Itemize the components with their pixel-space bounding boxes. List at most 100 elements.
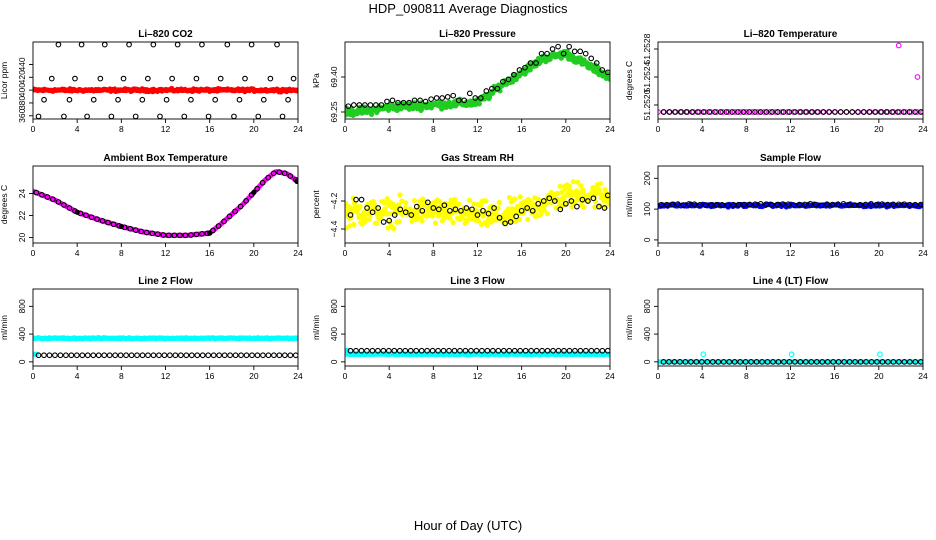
- x-tick-label: 0: [343, 248, 348, 258]
- data-point-average: [182, 232, 189, 239]
- data-point-raw: [391, 225, 397, 232]
- data-point-average: [94, 216, 100, 222]
- data-point-average: [276, 352, 283, 359]
- data-point-average: [61, 113, 67, 119]
- data-point-average: [863, 358, 869, 365]
- chart-panel-3: Li–820 Temperature degrees C 0 4 8 12 16 20 24 51…: [624, 29, 928, 134]
- chart-panel-6: Sample Flow ml/min 0 4 8 12 16 20 24 0 100 200: [624, 153, 928, 258]
- x-tick-label: 4: [700, 248, 705, 258]
- data-point-average: [818, 202, 825, 209]
- data-point-average: [770, 358, 776, 365]
- data-point-average: [210, 227, 216, 234]
- data-point-average: [231, 113, 237, 119]
- data-point-average: [157, 113, 163, 119]
- x-tick-label: 16: [830, 371, 840, 381]
- data-point-average: [215, 223, 222, 229]
- chart-panel-5: Gas Stream RH percent 0 4 8 12 16 20 24 −4.4 −4.2: [311, 153, 615, 258]
- data-point-average: [601, 205, 608, 211]
- data-point-average: [210, 352, 217, 359]
- data-point-average: [358, 347, 365, 354]
- data-point-average: [144, 75, 151, 82]
- data-point-average: [557, 206, 564, 213]
- data-point-raw: [509, 79, 516, 85]
- x-tick-label: 0: [31, 371, 36, 381]
- data-point-average: [260, 352, 266, 359]
- data-point-raw: [908, 109, 915, 115]
- data-point-average: [163, 96, 170, 103]
- data-point-average: [885, 358, 891, 365]
- data-point-average: [347, 347, 354, 354]
- data-point-raw: [397, 192, 403, 198]
- data-point-average: [391, 212, 398, 218]
- data-point-average: [730, 201, 736, 208]
- x-tick-label: 24: [918, 371, 928, 381]
- chart-title: Gas Stream RH: [441, 153, 514, 164]
- data-point-average: [72, 75, 78, 82]
- data-point-average: [807, 200, 814, 207]
- data-point-average: [912, 109, 918, 115]
- y-axis-label: kPa: [311, 73, 321, 88]
- data-point-average: [375, 347, 381, 354]
- data-point-average: [529, 207, 536, 214]
- x-tick-label: 8: [744, 248, 749, 258]
- data-point-raw: [784, 109, 791, 115]
- data-point-raw: [517, 194, 523, 200]
- x-tick-label: 16: [517, 248, 527, 258]
- data-point-average: [808, 358, 815, 365]
- data-point-raw: [351, 221, 357, 228]
- data-point-average: [101, 42, 108, 48]
- data-point-average: [577, 347, 584, 354]
- data-point-raw: [714, 109, 720, 115]
- x-tick-label: 0: [656, 371, 661, 381]
- x-tick-label: 16: [517, 371, 527, 381]
- data-point-average: [232, 208, 238, 215]
- data-point-average: [568, 198, 575, 204]
- data-point-average: [411, 97, 418, 104]
- data-point-raw: [920, 109, 923, 115]
- data-point-average: [345, 103, 352, 110]
- data-point-average: [188, 96, 194, 103]
- data-point-raw: [411, 197, 418, 204]
- data-point-raw: [374, 220, 380, 227]
- data-point-average: [391, 347, 398, 354]
- x-tick-label: 20: [874, 124, 884, 134]
- data-point-average: [669, 201, 676, 208]
- y-tick-label: 100: [642, 202, 652, 216]
- data-point-raw: [557, 183, 563, 189]
- x-tick-label: 12: [473, 248, 483, 258]
- data-point-average: [369, 209, 376, 216]
- data-point-average: [566, 347, 573, 354]
- data-point-average: [188, 232, 194, 238]
- data-point-average: [813, 201, 819, 208]
- data-point-average: [868, 358, 875, 365]
- data-point-average: [502, 220, 508, 227]
- data-point-average: [154, 231, 161, 237]
- chart-title: Ambient Box Temperature: [103, 153, 228, 164]
- data-point-average: [165, 232, 172, 239]
- data-point-average: [843, 109, 850, 115]
- data-point-average: [917, 109, 923, 115]
- data-point-average: [704, 358, 711, 365]
- data-point-average: [677, 358, 683, 365]
- data-point-average: [742, 358, 749, 365]
- y-tick-label: −4.4: [329, 220, 339, 237]
- data-points: [33, 169, 298, 239]
- data-point-average: [489, 85, 495, 92]
- x-tick-label: 24: [605, 124, 615, 134]
- data-point-average: [117, 352, 124, 359]
- data-point-average: [737, 358, 744, 365]
- data-point-average: [265, 174, 272, 181]
- data-point-average: [496, 214, 503, 221]
- data-point-average: [697, 201, 703, 208]
- x-tick-label: 24: [293, 248, 303, 258]
- data-point-average: [126, 42, 132, 48]
- data-points: [345, 43, 610, 119]
- data-point-average: [700, 109, 707, 115]
- data-point-raw: [580, 189, 587, 195]
- data-point-average: [407, 347, 414, 354]
- data-point-average: [255, 113, 262, 119]
- data-point-average: [588, 55, 595, 62]
- data-point-average: [123, 352, 129, 359]
- x-tick-label: 8: [431, 124, 436, 134]
- x-tick-label: 16: [830, 124, 840, 134]
